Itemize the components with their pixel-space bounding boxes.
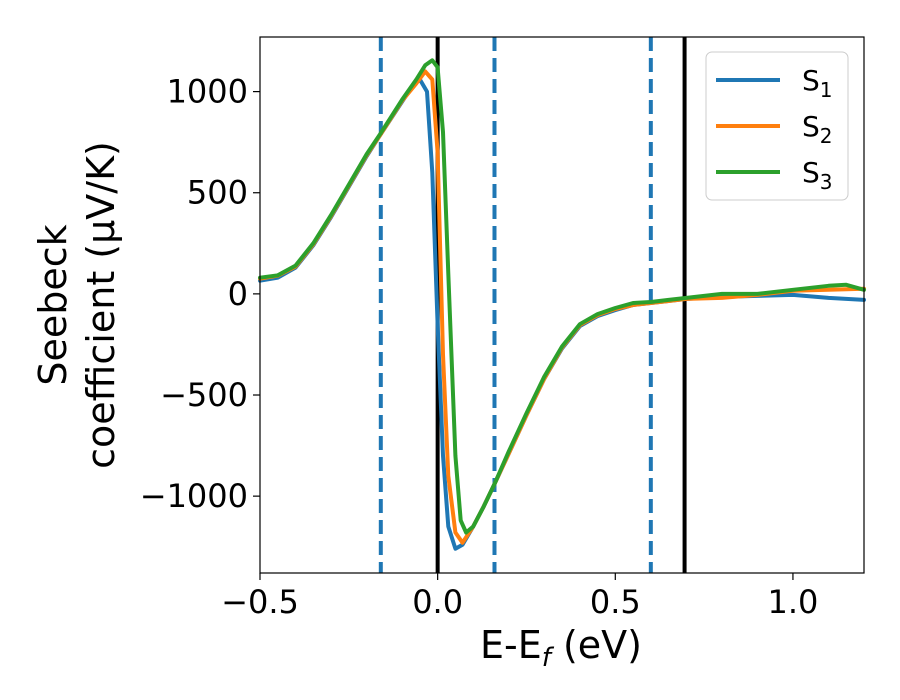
series-line-s3 [258, 58, 866, 535]
y-axis-ticks: 1000 500 0 −500 −1000 [140, 73, 260, 515]
x-tick-label-3: 1.0 [767, 583, 818, 621]
x-tick-label-2: 0.5 [590, 583, 641, 621]
y-tick-label-3: −500 [160, 376, 248, 414]
x-tick-label-0: −0.5 [221, 583, 299, 621]
y-axis-label-line2: coefficient (μV/K) [79, 141, 123, 469]
y-tick-label-1: 500 [187, 174, 248, 212]
series-lines [258, 58, 866, 551]
legend-label-s1: S1 [802, 64, 833, 102]
y-axis-label-line1: Seebeck [31, 224, 75, 385]
y-tick-label-2: 0 [228, 275, 248, 313]
x-axis-label: E-Ef (eV) [480, 623, 642, 673]
x-axis-label-unit: (eV) [551, 623, 642, 667]
x-axis-ticks: −0.5 0.0 0.5 1.0 [221, 573, 818, 621]
x-axis-label-main: E-E [480, 623, 542, 667]
x-tick-label-1: 0.0 [412, 583, 463, 621]
plot-frame [259, 36, 865, 574]
y-axis-label: Seebeck coefficient (μV/K) [31, 141, 123, 469]
legend-label-s2: S2 [802, 110, 833, 148]
legend: S1 S2 S3 [705, 51, 849, 201]
y-tick-label-4: −1000 [140, 477, 248, 515]
y-tick-label-0: 1000 [167, 73, 248, 111]
legend-label-s3: S3 [802, 156, 833, 194]
